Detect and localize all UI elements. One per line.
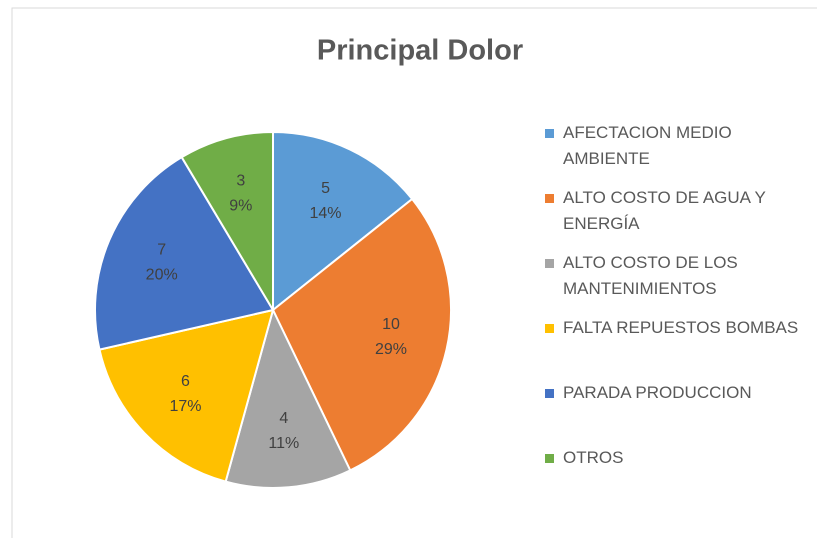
pie-slice [98,308,275,483]
data-label-percent: 29% [375,341,407,358]
legend-swatch [545,454,554,463]
data-label: 3 [236,173,245,190]
legend-swatch [545,389,554,398]
legend-label: PARADA PRODUCCION [563,383,752,402]
chart-border [11,7,817,538]
data-label: 10 [382,316,400,333]
legend-swatch [545,194,554,203]
data-label: 6 [181,373,190,390]
legend-item: PARADA PRODUCCION [545,380,810,445]
pie-slice [272,130,414,313]
legend-item: ALTO COSTO DE AGUA Y ENERGÍA [545,185,810,250]
legend-item: OTROS [545,445,810,510]
legend-swatch [545,129,554,138]
legend-item: AFECTACION MEDIO AMBIENTE [545,120,810,185]
data-label: 4 [279,410,288,427]
pie-slice [180,130,274,314]
legend-label: ALTO COSTO DE LOS MANTENIMIENTOS [563,253,738,298]
pie-slice [94,155,275,351]
data-label-percent: 9% [229,198,252,215]
pie-slice [224,307,352,489]
data-label: 5 [321,180,330,197]
legend-swatch [545,259,554,268]
legend-label: FALTA REPUESTOS BOMBAS [563,318,799,337]
legend-item: ALTO COSTO DE LOS MANTENIMIENTOS [545,250,810,315]
legend-label: AFECTACION MEDIO AMBIENTE [563,123,732,168]
legend: AFECTACION MEDIO AMBIENTE ALTO COSTO DE A… [545,120,810,510]
pie-slice [271,197,452,472]
data-label-percent: 14% [310,205,342,222]
data-label-percent: 20% [146,267,178,284]
data-label: 7 [157,242,166,259]
data-label-percent: 11% [268,435,299,452]
legend-item: FALTA REPUESTOS BOMBAS [545,315,810,380]
legend-label: OTROS [563,448,624,467]
chart-title: Principal Dolor [317,35,523,67]
data-label-percent: 17% [169,398,201,415]
legend-swatch [545,324,554,333]
legend-label: ALTO COSTO DE AGUA Y ENERGÍA [563,188,766,233]
